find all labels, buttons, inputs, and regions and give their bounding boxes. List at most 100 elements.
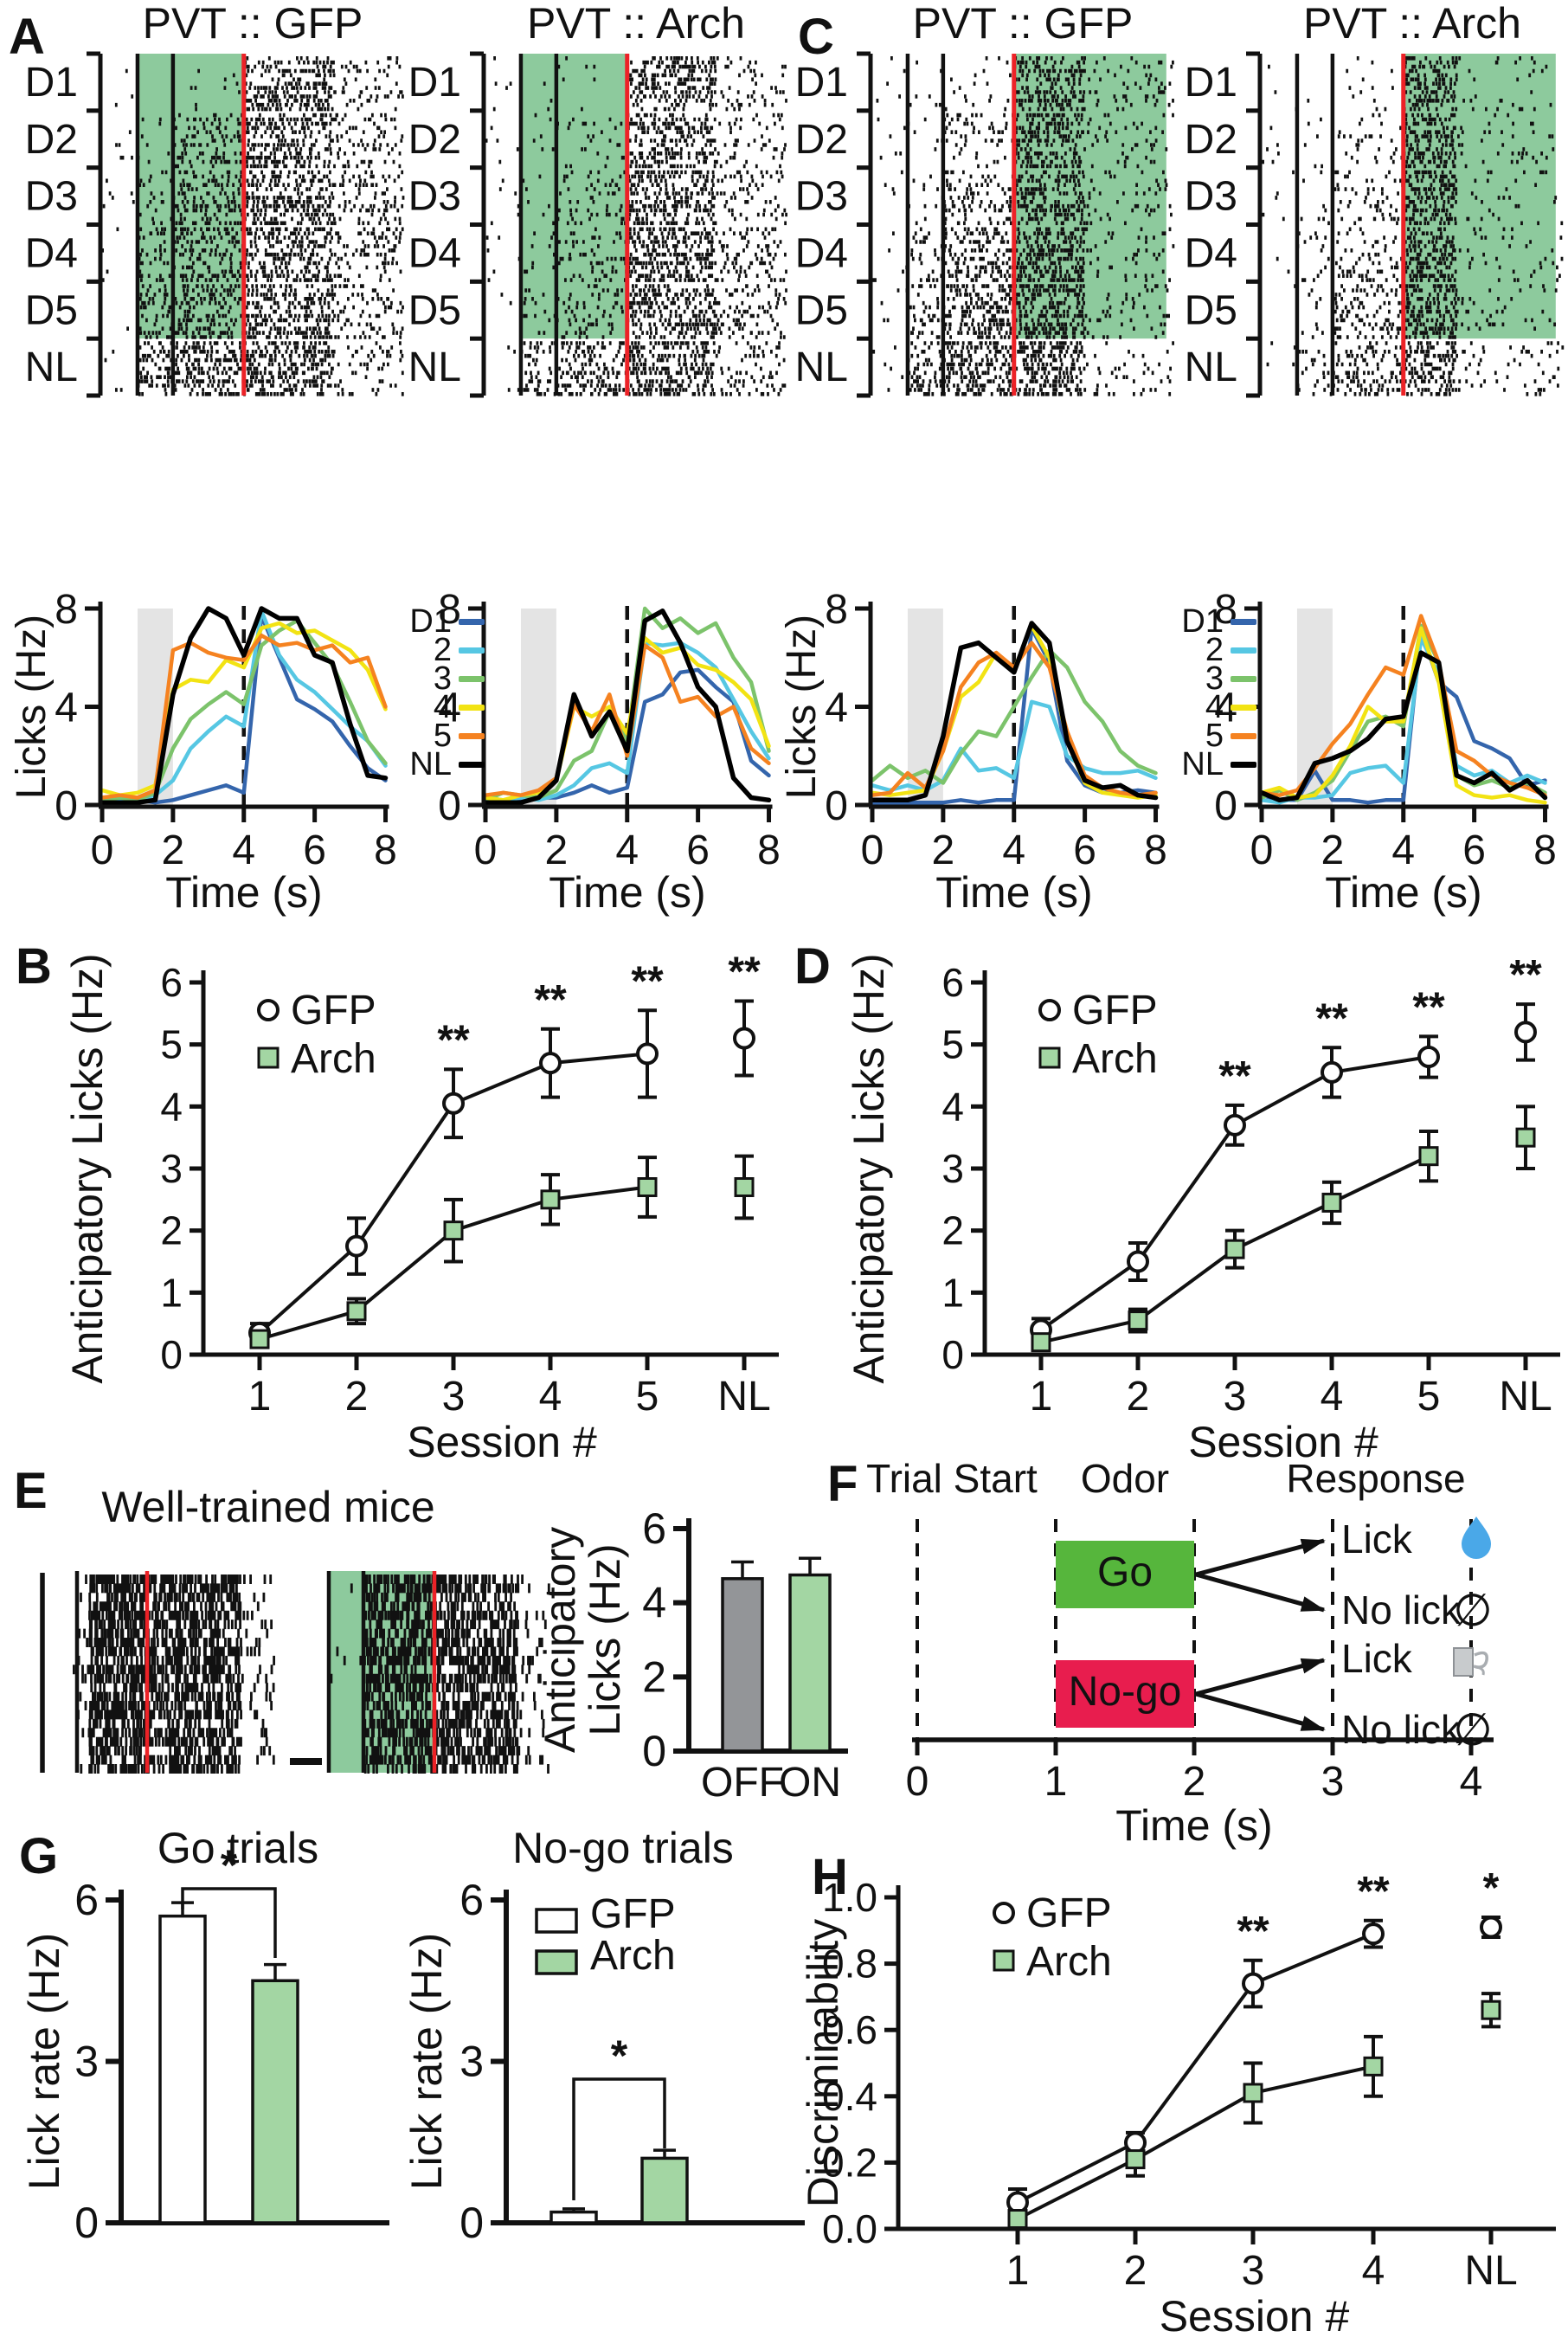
arch-marker bbox=[346, 1301, 367, 1322]
y-axis-label: Licks (Hz) bbox=[779, 615, 825, 799]
raster_E-svg: Well-trained mice bbox=[40, 1483, 550, 1774]
legend-item-5: 5 bbox=[1153, 718, 1256, 754]
arch-marker bbox=[1125, 2149, 1146, 2170]
y-tick-label: 5 bbox=[160, 1022, 183, 1067]
row-group-label: D4 bbox=[408, 230, 461, 276]
lick-series-4 bbox=[100, 621, 388, 797]
legend-label-gfp: GFP bbox=[590, 1891, 676, 1937]
legend-gfp-marker bbox=[993, 1902, 1015, 1924]
outcome-arrow bbox=[1195, 1572, 1326, 1613]
row-group-label: D3 bbox=[408, 174, 461, 220]
x-tick-label: 2 bbox=[545, 827, 569, 873]
y-axis-label: Licks (Hz) bbox=[9, 615, 55, 799]
x-tick-label: 4 bbox=[1391, 827, 1415, 873]
gfp-marker bbox=[1127, 1250, 1149, 1273]
panel-letter-h: H bbox=[812, 1849, 848, 1905]
y-tick-label: 1 bbox=[160, 1270, 183, 1315]
legend-color-dash bbox=[459, 619, 485, 625]
y-tick-label: 1 bbox=[941, 1270, 964, 1315]
sig-star: ** bbox=[1315, 995, 1348, 1041]
y-tick-label: 0.0 bbox=[822, 2206, 877, 2251]
legend-item-5: 5 bbox=[381, 718, 485, 754]
raster-title: PVT :: GFP bbox=[913, 0, 1134, 48]
time-tick-label: 1 bbox=[1044, 1759, 1068, 1805]
arch-marker bbox=[1128, 1310, 1148, 1331]
chart-title: No-go trials bbox=[512, 1824, 734, 1872]
sig-star: * bbox=[611, 2032, 628, 2080]
row-group-label: D2 bbox=[1185, 117, 1237, 163]
row-group-label: NL bbox=[408, 345, 461, 390]
y-tick-label: 0 bbox=[642, 1727, 666, 1775]
row-group-label: D5 bbox=[1185, 287, 1237, 333]
raster-dot-path bbox=[485, 56, 787, 396]
legend-gfp-marker bbox=[1038, 999, 1061, 1021]
row-group-label: D2 bbox=[25, 117, 78, 163]
y-tick-label: 0.4 bbox=[822, 2074, 877, 2119]
lick_C_gfp-svg: 0 4 8 0 2 4 6 8 Time (s) Licks (Hz) bbox=[779, 587, 1167, 917]
x-tick-label: 4 bbox=[1002, 827, 1025, 873]
gfp-marker bbox=[1242, 1972, 1264, 1995]
legend-color-dash bbox=[1231, 647, 1256, 654]
row-group-label: D1 bbox=[795, 60, 848, 106]
gfp-marker bbox=[539, 1052, 562, 1075]
sig-bracket bbox=[572, 2077, 666, 2200]
time-axis-label: Time (s) bbox=[1115, 1801, 1272, 1850]
panel-letter-g: G bbox=[19, 1828, 59, 1884]
y-tick-label: 6 bbox=[459, 1876, 484, 1924]
x-tick-label: 3 bbox=[1242, 2248, 1265, 2294]
nogo-lick-label: Lick bbox=[1341, 1636, 1413, 1681]
legend-item-2: 2 bbox=[1153, 632, 1256, 668]
panel-letter-e: E bbox=[14, 1463, 48, 1519]
arch-marker bbox=[1481, 1999, 1501, 2020]
sessions_B-svg: 0 1 2 3 4 5 6 1 2 3 4 5 NL Session # Anticipatory Lick… bbox=[63, 950, 779, 1466]
x-tick-label: 4 bbox=[232, 827, 255, 873]
y-tick-label: 6 bbox=[941, 960, 964, 1005]
legend-color-dash bbox=[1231, 705, 1256, 711]
sig-bracket bbox=[181, 1887, 277, 1958]
arch-marker bbox=[1224, 1239, 1245, 1259]
y-tick-label: 4 bbox=[438, 686, 461, 731]
y-tick-label: 4 bbox=[642, 1579, 666, 1627]
y-axis-label: Anticipatory Licks (Hz) bbox=[63, 953, 112, 1383]
row-group-label: D1 bbox=[25, 60, 78, 106]
gfp-marker bbox=[1480, 1916, 1502, 1939]
x-tick-label: 4 bbox=[1362, 2248, 1385, 2294]
y-tick-label: 0 bbox=[74, 2199, 99, 2247]
x-tick-label: NL bbox=[1464, 2248, 1517, 2294]
row-group-label: NL bbox=[1185, 345, 1237, 390]
lick_A_gfp-svg: 0 4 8 0 2 4 6 8 Time (s) Licks (Hz) bbox=[9, 587, 397, 917]
y-tick-label: 0 bbox=[459, 2199, 484, 2247]
x-tick-label: 2 bbox=[1321, 827, 1345, 873]
air-puff-icon bbox=[1453, 1647, 1488, 1677]
legend-arch-marker bbox=[1038, 1046, 1061, 1069]
legend-gfp-marker bbox=[257, 999, 280, 1021]
arch-marker bbox=[249, 1329, 270, 1349]
legend-label: 5 bbox=[1205, 718, 1224, 754]
legend-item-d1: D1 bbox=[381, 603, 485, 640]
arch-marker bbox=[1031, 1332, 1051, 1353]
y-tick-label: 3 bbox=[160, 1146, 183, 1191]
header-response: Response bbox=[1286, 1456, 1465, 1501]
x-axis-label: Time (s) bbox=[549, 868, 705, 917]
sig-star: * bbox=[221, 1841, 238, 1890]
x-tick-label: 4 bbox=[1321, 1374, 1344, 1420]
row-group-label: D4 bbox=[795, 230, 848, 276]
go-odor-box bbox=[1056, 1541, 1194, 1608]
sig-star: ** bbox=[631, 958, 664, 1004]
x-tick-label: 5 bbox=[1417, 1374, 1441, 1420]
x-tick-label: 1 bbox=[1030, 1374, 1053, 1420]
lick-raster-dots bbox=[1262, 56, 1565, 396]
y-tick-label: 0 bbox=[55, 783, 78, 829]
bar-label: OFF bbox=[701, 1760, 784, 1806]
y-tick-label: 8 bbox=[438, 587, 461, 633]
raster-dot-path bbox=[871, 56, 1175, 396]
nogo-no-lick-label: No lick bbox=[1341, 1707, 1462, 1752]
series-line-arch bbox=[1017, 2064, 1374, 2221]
lick-series-nl bbox=[870, 621, 1159, 803]
raster-title: PVT :: Arch bbox=[1303, 0, 1521, 48]
